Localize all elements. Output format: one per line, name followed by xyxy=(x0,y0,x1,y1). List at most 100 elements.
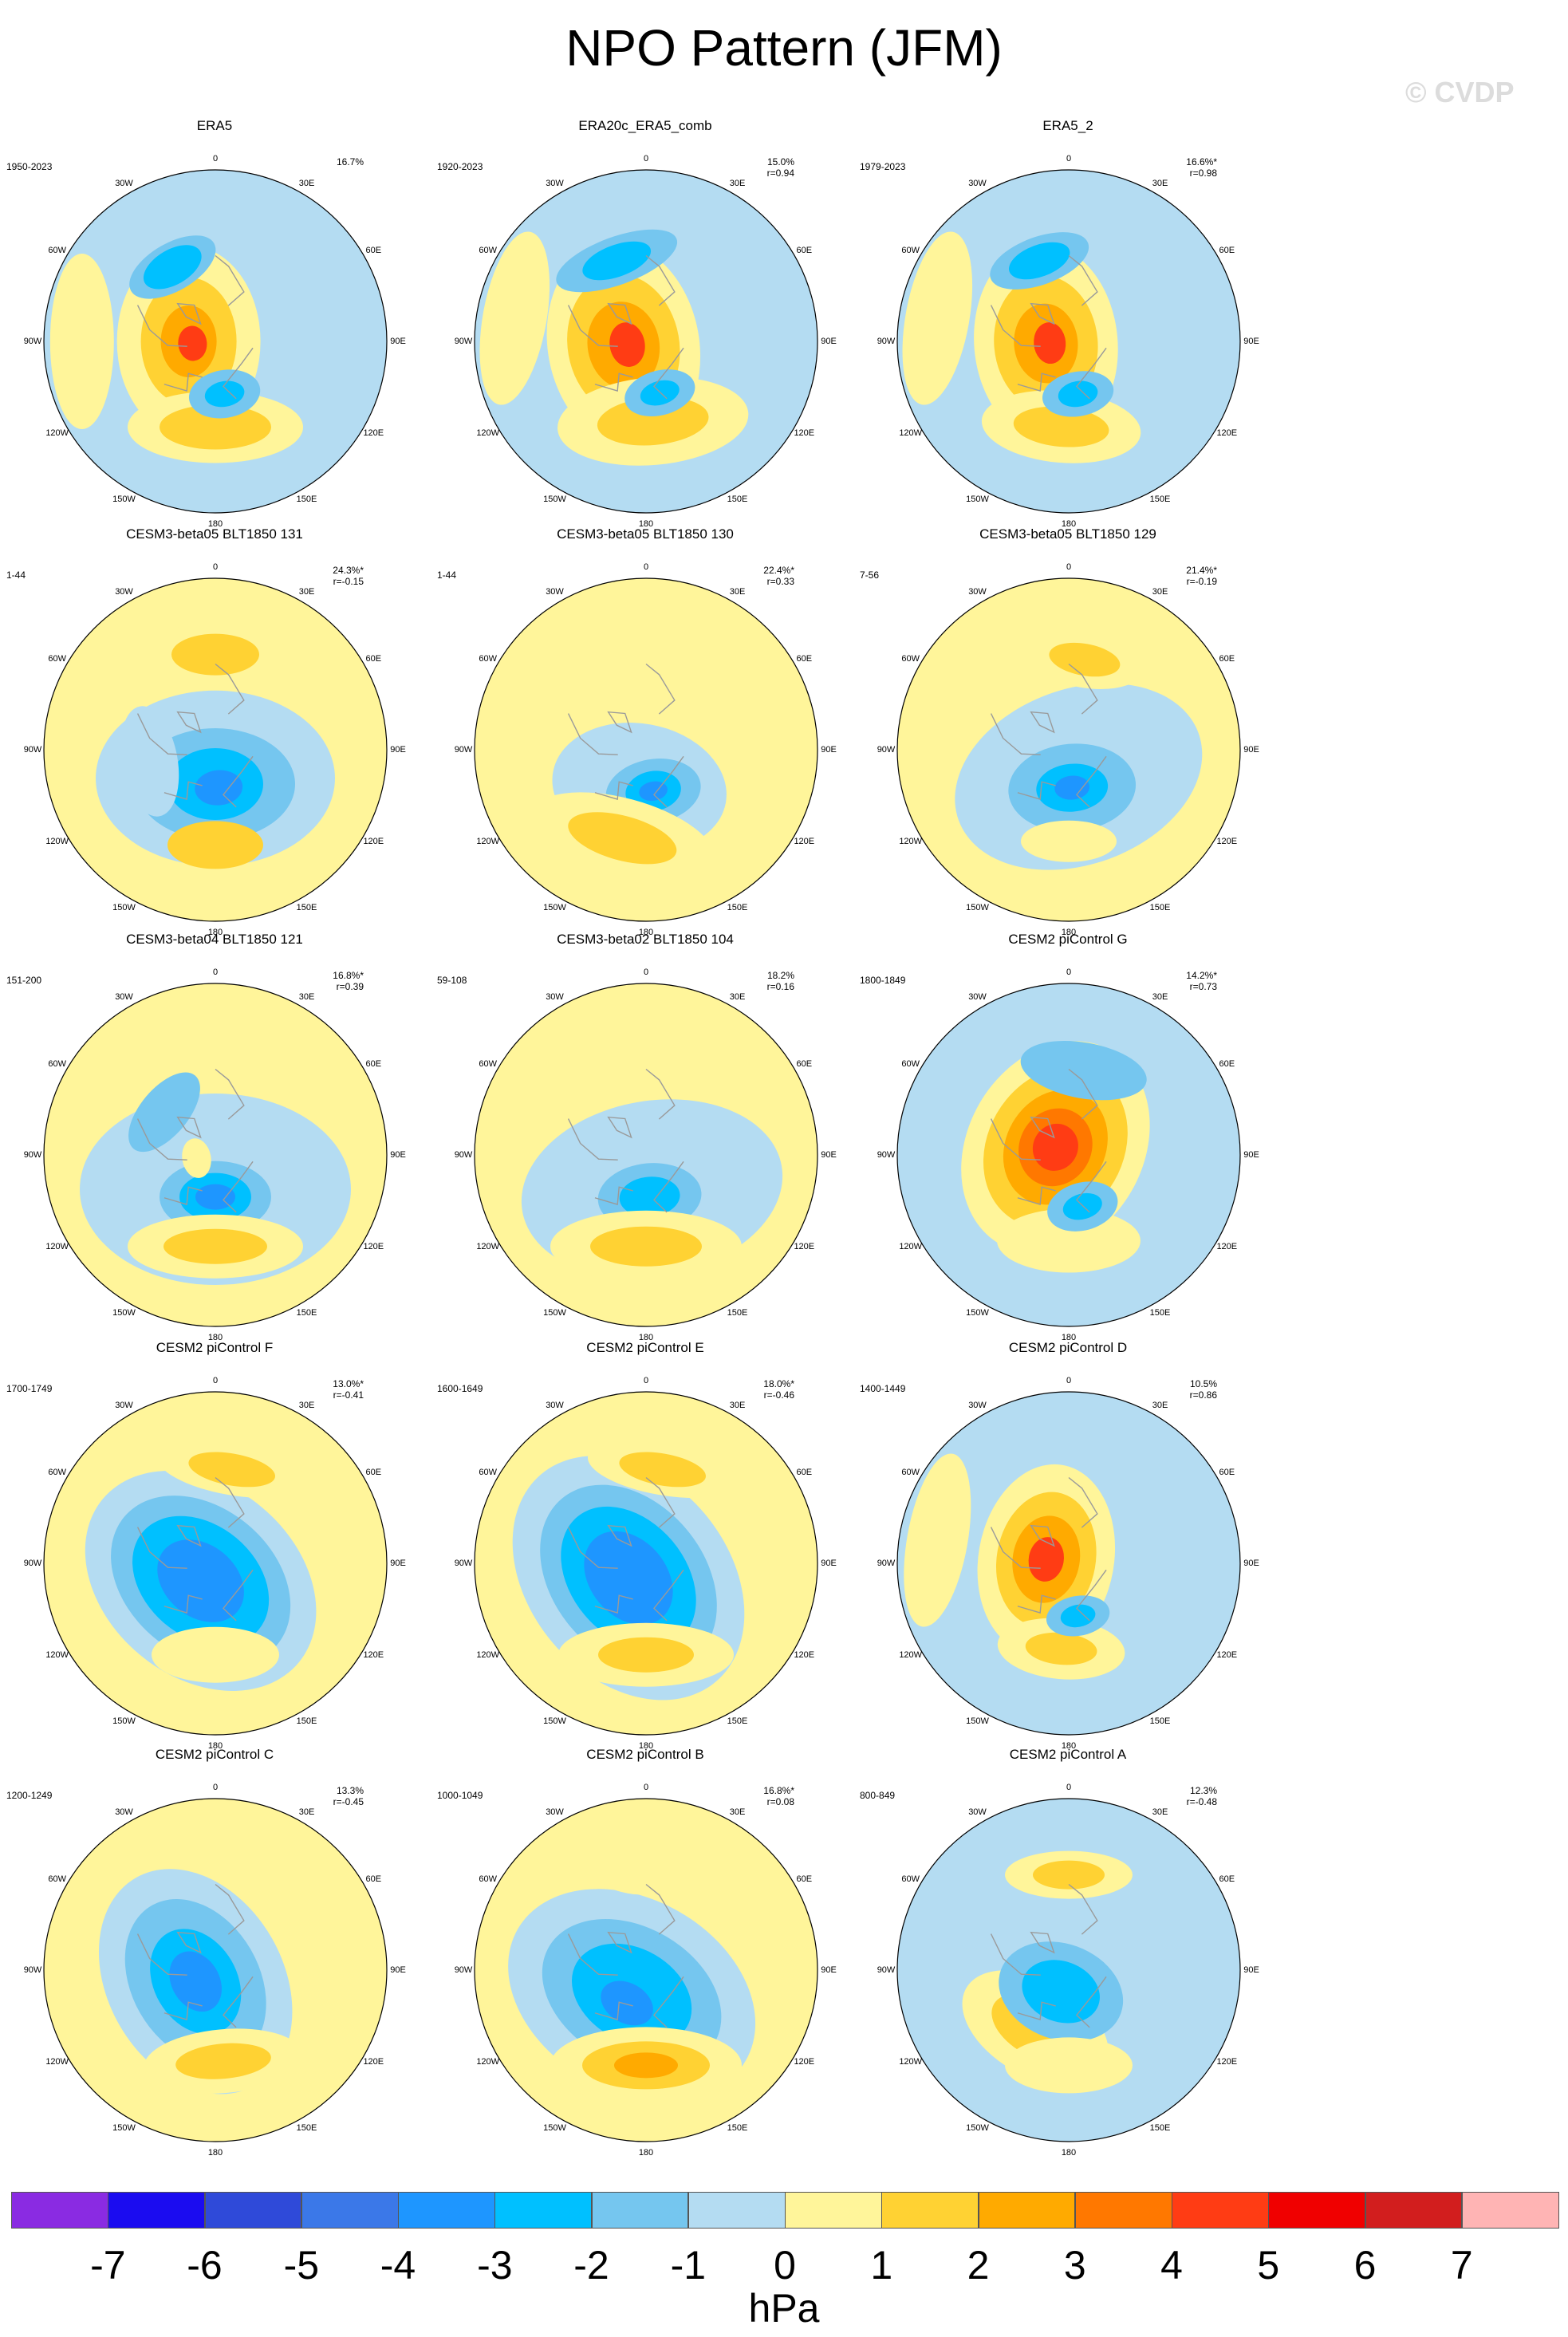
panel-years: 1950-2023 xyxy=(6,161,53,172)
anomaly-contour xyxy=(157,1539,244,1622)
longitude-label: 60W xyxy=(479,1874,497,1884)
panel-pattern-correlation: r=0.33 xyxy=(766,576,794,587)
map-panel: CESM2 piControl E 1600-1649 18.0%* r=-0.46 1… xyxy=(410,1340,881,1755)
panel-pattern-correlation: r=0.16 xyxy=(766,981,794,992)
coastline xyxy=(645,663,676,715)
map-panel: CESM2 piControl G 1800-1849 14.2%* r=0.73 18… xyxy=(833,932,1303,1346)
anomaly-contour xyxy=(597,396,709,446)
longitude-label: 30W xyxy=(115,991,133,1002)
longitude-label: 60W xyxy=(479,1058,497,1069)
longitude-label: 60W xyxy=(479,245,497,255)
longitude-label: 0 xyxy=(1066,154,1072,164)
anomaly-contour xyxy=(204,380,245,408)
colorbar-tick-label: -6 xyxy=(187,2243,223,2288)
coastline xyxy=(594,2001,633,2020)
anomaly-contour xyxy=(1013,406,1109,447)
panel-variance-percent: 22.4%* xyxy=(763,565,794,576)
coastline xyxy=(215,1068,245,1120)
longitude-label: 30E xyxy=(729,1400,746,1410)
longitude-label: 0 xyxy=(643,1376,649,1385)
map-border xyxy=(896,983,1241,1327)
coastline xyxy=(607,1524,632,1547)
longitude-label: 0 xyxy=(643,968,649,977)
panel-variance-percent: 15.0% xyxy=(766,156,794,167)
longitude-label: 30E xyxy=(1152,1807,1168,1817)
panel-title: CESM3-beta05 BLT1850 129 xyxy=(979,526,1156,542)
longitude-label: 0 xyxy=(1066,562,1072,572)
longitude-label: 120E xyxy=(794,428,815,438)
longitude-label: 90W xyxy=(454,745,473,755)
longitude-label: 120E xyxy=(794,1241,815,1251)
longitude-label: 90E xyxy=(390,337,406,346)
colorbar-tick-label: -3 xyxy=(477,2243,513,2288)
polar-map xyxy=(896,169,1241,514)
longitude-label: 180 xyxy=(638,1333,654,1342)
longitude-label: 0 xyxy=(643,1783,649,1792)
anomaly-contour xyxy=(904,1453,971,1627)
anomaly-contour xyxy=(1058,380,1098,408)
coastline xyxy=(176,1931,202,1954)
panel-variance-percent: 13.0%* xyxy=(333,1378,364,1389)
longitude-label: 90W xyxy=(454,1965,473,1975)
anomaly-contour xyxy=(601,1980,653,2026)
longitude-label: 150W xyxy=(112,1308,136,1318)
anomaly-contour xyxy=(584,1531,673,1625)
longitude-label: 0 xyxy=(1066,968,1072,977)
longitude-label: 90W xyxy=(23,1150,42,1160)
coastline xyxy=(163,781,203,800)
longitude-label: 120W xyxy=(45,1241,69,1251)
colorbar-box xyxy=(591,2192,689,2229)
panel-pattern-correlation: r=-0.15 xyxy=(333,576,364,587)
map-panel: CESM2 piControl C 1200-1249 13.3% r=-0.45 18… xyxy=(0,1747,450,2162)
longitude-label: 150W xyxy=(112,495,136,505)
coastline xyxy=(990,1933,1041,1976)
longitude-label: 120E xyxy=(1216,836,1238,846)
longitude-label: 90E xyxy=(821,745,837,755)
longitude-label: 120E xyxy=(794,2056,815,2067)
longitude-label: 120E xyxy=(1216,1649,1238,1660)
longitude-label: 60E xyxy=(365,653,382,664)
longitude-label: 0 xyxy=(1066,1376,1072,1385)
coastline xyxy=(223,1161,254,1213)
colorbar-tick-label: -5 xyxy=(283,2243,320,2288)
map-border xyxy=(43,1391,388,1736)
panel-pattern-correlation: r=0.94 xyxy=(766,167,794,179)
colorbar-box xyxy=(1074,2192,1172,2229)
anomaly-contour xyxy=(128,1072,200,1153)
coastline xyxy=(136,713,187,755)
longitude-label: 150E xyxy=(296,2123,317,2134)
longitude-label: 90E xyxy=(821,1150,837,1160)
coastline xyxy=(990,1527,1041,1569)
longitude-label: 150E xyxy=(296,903,317,913)
longitude-label: 120E xyxy=(363,1649,384,1660)
anomaly-contour xyxy=(1008,242,1070,280)
longitude-label: 0 xyxy=(643,154,649,164)
coastline xyxy=(163,372,203,392)
polar-map xyxy=(43,1391,388,1736)
longitude-label: 30W xyxy=(546,178,564,188)
anomaly-contour xyxy=(1062,1192,1102,1220)
longitude-label: 120W xyxy=(476,428,500,438)
panel-variance-percent: 16.8%* xyxy=(333,970,364,981)
map-border xyxy=(474,1798,818,2142)
coastline xyxy=(163,1186,203,1205)
polar-map xyxy=(896,1798,1241,2142)
anomaly-contour xyxy=(598,1854,694,1895)
colorbar-box xyxy=(494,2192,593,2229)
longitude-label: 150W xyxy=(543,495,566,505)
anomaly-contour xyxy=(609,322,645,367)
longitude-label: 30E xyxy=(729,1807,746,1817)
longitude-label: 120W xyxy=(476,2056,500,2067)
longitude-label: 120W xyxy=(899,1649,923,1660)
longitude-label: 90W xyxy=(877,1965,896,1975)
longitude-label: 90E xyxy=(1243,337,1259,346)
anomaly-contour xyxy=(1028,1537,1065,1582)
longitude-label: 90E xyxy=(390,1965,406,1975)
anomaly-contour xyxy=(902,231,973,405)
longitude-label: 60W xyxy=(901,653,920,664)
longitude-label: 150E xyxy=(1149,903,1171,913)
panel-variance-percent: 10.5% xyxy=(1189,1378,1217,1389)
map-border xyxy=(896,1391,1241,1736)
coastline xyxy=(1030,1524,1055,1547)
longitude-label: 60E xyxy=(796,653,813,664)
